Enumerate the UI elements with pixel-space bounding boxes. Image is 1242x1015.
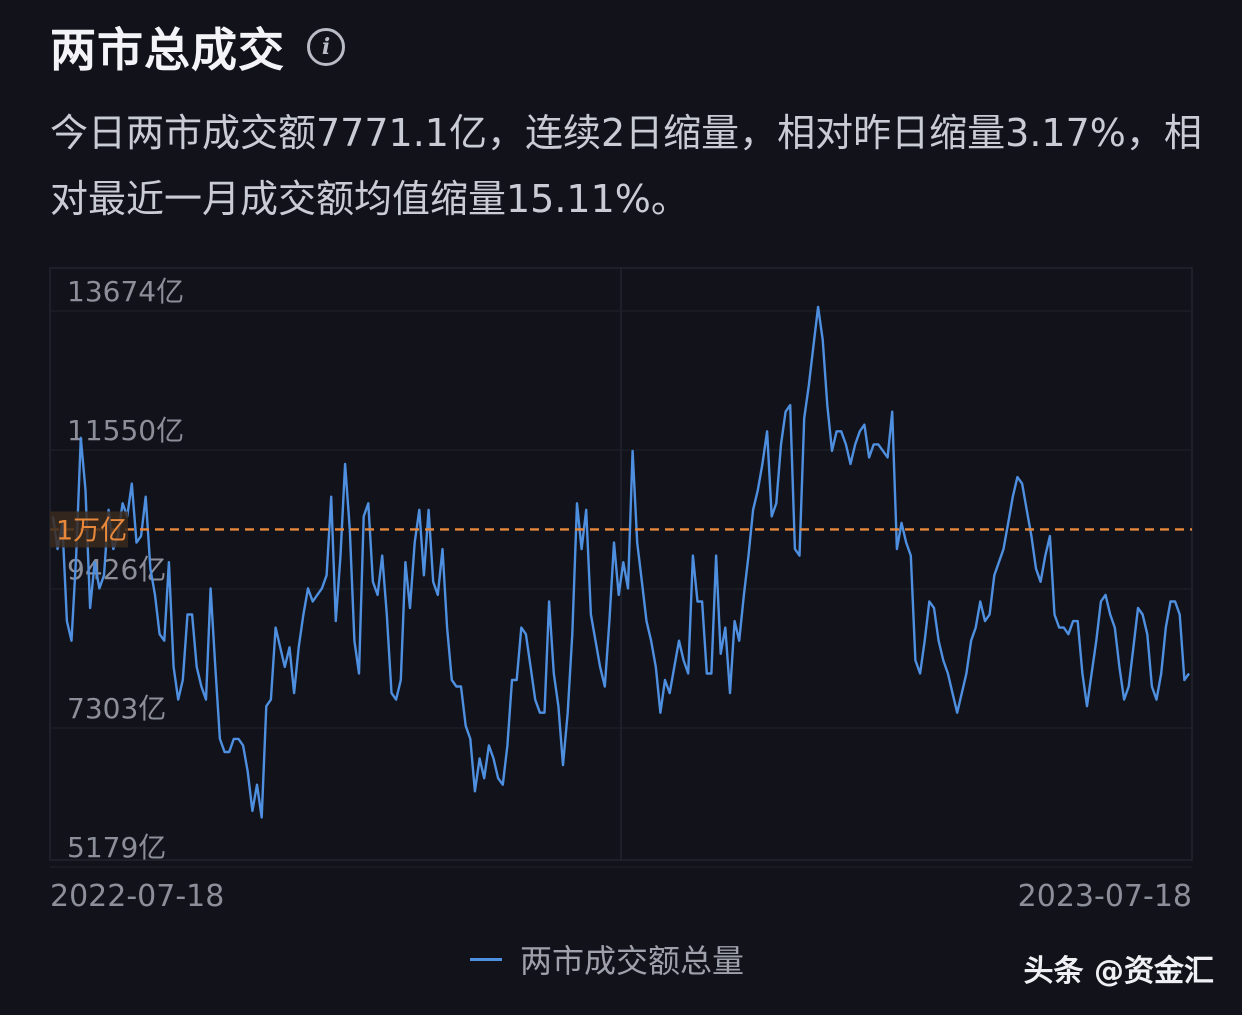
legend-label: 两市成交额总量 (520, 942, 745, 980)
summary-text: 今日两市成交额7771.1亿，连续2日缩量，相对昨日缩量3.17%，相对最近一月… (50, 111, 1202, 221)
x-tick-label-start: 2022-07-18 (50, 879, 224, 914)
info-icon[interactable]: i (307, 28, 345, 66)
y-tick-label: 7303亿 (67, 692, 166, 725)
y-tick-label: 13674亿 (67, 275, 184, 308)
chart-header: 两市总成交 i (50, 14, 345, 80)
x-tick-label-end: 2023-07-18 (1018, 879, 1192, 914)
y-tick-label: 5179亿 (67, 831, 166, 864)
watermark: 头条 @资金汇 (1023, 954, 1214, 989)
reference-label: 1万亿 (56, 515, 127, 546)
chart-title: 两市总成交 (50, 23, 285, 77)
legend[interactable]: 两市成交额总量 (470, 936, 744, 982)
series-line (51, 305, 1190, 819)
legend-line-swatch (470, 957, 502, 961)
y-tick-label: 11550亿 (67, 414, 184, 447)
reference-label-bg (50, 511, 128, 548)
